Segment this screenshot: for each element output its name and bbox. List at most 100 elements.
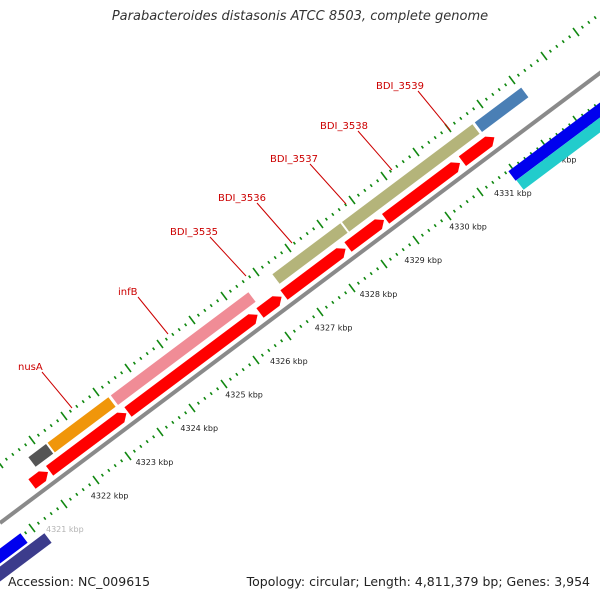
major-tick [188, 403, 196, 413]
minor-tick [337, 207, 341, 212]
major-tick [220, 379, 228, 389]
minor-tick [88, 395, 92, 399]
minor-tick [273, 255, 277, 260]
cds-arrow [280, 248, 346, 300]
minor-tick [209, 391, 213, 396]
minor-tick [363, 276, 367, 281]
minor-tick [433, 135, 437, 140]
minor-tick [11, 452, 15, 457]
minor-tick [587, 20, 591, 25]
minor-tick [324, 217, 328, 221]
minor-tick [196, 313, 200, 317]
label-leader-line [309, 163, 347, 205]
major-tick [28, 435, 36, 445]
scale-tick-label: 4330 kbp [449, 223, 487, 232]
minor-tick [472, 107, 476, 111]
minor-tick [580, 25, 584, 29]
scale-tick-label: 4329 kbp [404, 256, 442, 265]
major-tick [476, 187, 484, 197]
scale-tick-label: 4328 kbp [360, 290, 398, 299]
minor-tick [504, 83, 508, 87]
minor-tick [497, 87, 501, 92]
minor-tick [17, 447, 21, 452]
gene-label-nusa: nusA [18, 362, 43, 373]
gene-label-bdi_3538: BDI_3538 [320, 121, 368, 132]
minor-tick [459, 204, 463, 209]
scale-tick-label: 4326 kbp [270, 357, 308, 366]
minor-tick [452, 209, 456, 213]
minor-tick [56, 419, 60, 423]
minor-tick [472, 195, 476, 199]
minor-tick [388, 169, 392, 173]
minor-tick [145, 351, 149, 356]
scale-tick-label: 4327 kbp [315, 323, 353, 332]
minor-tick [388, 257, 392, 261]
minor-tick [171, 332, 175, 337]
minor-tick [152, 347, 156, 351]
minor-tick [292, 241, 296, 245]
minor-tick [312, 227, 316, 231]
minor-tick [363, 188, 367, 193]
cds-arrow [256, 296, 282, 318]
minor-tick [107, 468, 111, 473]
accession-text: Accession: NC_009615 [8, 574, 151, 589]
minor-tick [171, 420, 175, 425]
major-tick [348, 283, 356, 293]
minor-tick [465, 199, 469, 204]
minor-tick [24, 531, 28, 535]
major-tick [60, 411, 68, 421]
minor-tick [81, 399, 85, 404]
scale-tick-label: 4324 kbp [180, 424, 218, 433]
minor-tick [395, 252, 399, 257]
gene-label-bdi_3535: BDI_3535 [170, 227, 218, 238]
minor-tick [164, 425, 168, 429]
minor-tick [344, 291, 348, 295]
major-tick [380, 171, 388, 181]
minor-tick [305, 231, 309, 236]
minor-tick [120, 371, 124, 375]
cds-arrow [46, 412, 127, 476]
genome-title: Parabacteroides distasonis ATCC 8503, co… [111, 9, 489, 24]
minor-tick [235, 372, 239, 377]
minor-tick [376, 179, 380, 183]
minor-tick [68, 409, 72, 413]
minor-tick [337, 295, 341, 300]
minor-tick [561, 39, 565, 44]
minor-tick [100, 385, 104, 389]
minor-tick [24, 443, 28, 447]
scale-tick-label: 4321 kbp [46, 525, 84, 534]
minor-tick [529, 63, 533, 68]
minor-tick [75, 404, 79, 409]
minor-tick [43, 428, 47, 433]
minor-tick [177, 415, 181, 420]
major-tick [188, 315, 196, 325]
minor-tick [497, 175, 501, 180]
minor-tick [420, 233, 424, 237]
minor-tick [568, 35, 572, 39]
minor-tick [280, 251, 284, 255]
minor-tick [369, 183, 373, 188]
label-leader-line [357, 130, 393, 171]
major-tick [380, 259, 388, 269]
major-tick [60, 499, 68, 509]
gene-feature-navy [0, 533, 52, 582]
genome-summary-text: Topology: circular; Length: 4,811,379 bp… [246, 574, 590, 589]
minor-tick [152, 435, 156, 439]
minor-tick [113, 463, 117, 468]
minor-tick [427, 228, 431, 233]
minor-tick [235, 284, 239, 289]
major-tick [220, 291, 228, 301]
scale-tick-label: 4325 kbp [225, 391, 263, 400]
major-tick [572, 27, 580, 37]
label-leader-line [417, 90, 451, 131]
minor-tick [452, 121, 456, 125]
minor-tick [440, 131, 444, 135]
minor-tick [395, 164, 399, 169]
cds-arrow [124, 314, 258, 417]
minor-tick [56, 507, 60, 511]
major-tick [412, 147, 420, 157]
minor-tick [248, 275, 252, 279]
major-tick [508, 75, 516, 85]
minor-tick [356, 281, 360, 285]
minor-tick [593, 15, 597, 20]
